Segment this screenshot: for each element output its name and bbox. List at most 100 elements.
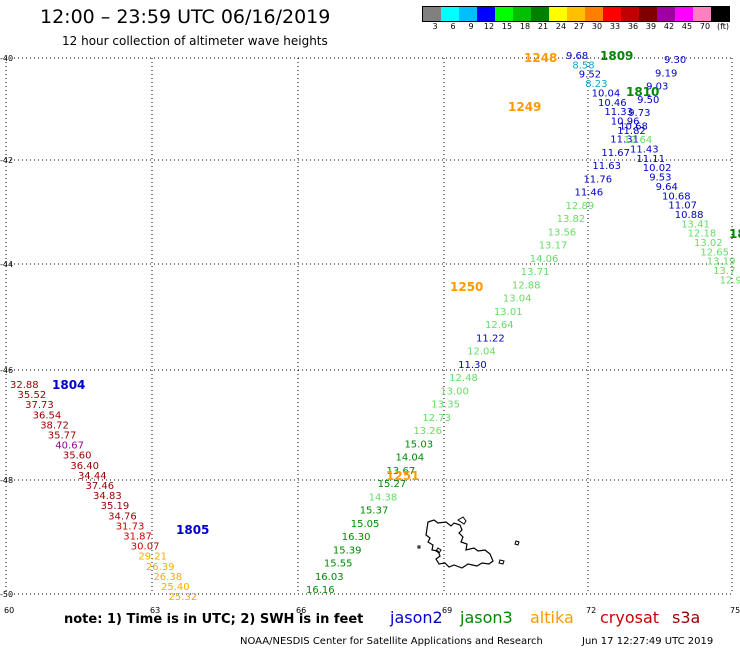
swh-value-track-1250: 11.76	[583, 174, 612, 185]
swh-value-track-1250: 11.30	[458, 360, 487, 371]
swh-value-track-1804: 26.38	[153, 572, 182, 583]
swh-value-track-1250: 15.27	[378, 479, 407, 490]
swh-value-track-1810: 10.96	[611, 116, 640, 127]
swh-value-track-1804: 31.87	[123, 532, 152, 543]
track-id-label: 1248	[524, 51, 557, 65]
scale-label: 21	[537, 22, 549, 31]
swh-value-track-1810: 10.68	[662, 191, 691, 202]
swh-value-track-1804: 26.39	[146, 562, 175, 573]
axis-labels: -40 -42 -44 -46 -48 -50 60 63 66 69 72 75	[0, 54, 740, 615]
swh-value-track-1250: 9.30	[664, 55, 686, 66]
swh-value-track-1250: 15.05	[351, 519, 380, 530]
scale-swatch	[693, 7, 711, 21]
wave-height-color-scale	[422, 6, 730, 22]
swh-value-track-1250: 13.26	[413, 426, 442, 437]
scale-swatch	[675, 7, 693, 21]
scale-label: (ft)	[716, 22, 730, 31]
swh-value-track-1804: 35.52	[18, 390, 47, 401]
altimeter-tracks: 32.8835.5237.7336.5438.7235.7740.6735.60…	[10, 49, 740, 603]
swh-value-track-1804: 35.60	[63, 451, 92, 462]
island-outline	[457, 516, 467, 525]
swh-value-track-1804: 25.40	[161, 582, 190, 593]
scale-label: 6	[450, 22, 456, 31]
latitude-label: -48	[0, 476, 13, 485]
swh-value-track-1810: 13.19	[707, 257, 736, 268]
swh-value-track-1250: 9.73	[628, 108, 650, 119]
legend-item-s3a: s3a	[672, 608, 701, 627]
island-outline	[498, 559, 505, 565]
track-id-label: 1250	[450, 280, 483, 294]
footer-note: note: 1) Time is in UTC; 2) SWH is in fe…	[64, 612, 364, 627]
swh-value-track-1250: 13.35	[431, 400, 460, 411]
swh-value-track-1250: 16.03	[315, 572, 344, 583]
page-subtitle: 12 hour collection of altimeter wave hei…	[62, 34, 328, 48]
swh-value-track-1804: 36.54	[33, 410, 62, 421]
swh-value-track-1250: 12.48	[449, 373, 478, 384]
swh-value-track-1250: 15.39	[333, 545, 362, 556]
scale-swatch	[423, 7, 441, 21]
generation-timestamp: Jun 17 12:27:49 UTC 2019	[582, 636, 714, 647]
swh-value-track-1250: 13.17	[539, 241, 568, 252]
swh-value-track-1250: 15.55	[324, 559, 353, 570]
swh-value-track-1810: 10.02	[643, 163, 672, 174]
swh-value-track-1810: 9.68	[566, 51, 588, 62]
swh-value-track-1250: 11.67	[601, 148, 630, 159]
scale-label: 42	[663, 22, 675, 31]
swh-value-track-1810: 11.11	[636, 154, 665, 165]
scale-label: 30	[591, 22, 603, 31]
swh-value-track-1250: 13.56	[548, 227, 577, 238]
swh-value-track-1804: 35.77	[48, 431, 77, 442]
swh-value-track-1804: 32.88	[10, 380, 39, 391]
latitude-label: -46	[0, 366, 13, 375]
scale-swatch	[531, 7, 549, 21]
swh-value-track-1250: 9.03	[646, 82, 668, 93]
swh-value-track-1250: 16.30	[342, 532, 371, 543]
lat-lon-grid	[5, 57, 733, 595]
credit-line: NOAA/NESDIS Center for Satellite Applica…	[240, 636, 543, 647]
swh-value-track-1810: 13.7	[713, 266, 735, 277]
swh-value-track-1250: 11.46	[575, 188, 604, 199]
swh-value-track-1250: 13.00	[440, 386, 469, 397]
swh-value-track-1810: 10.04	[592, 88, 621, 99]
island-outline	[514, 540, 520, 546]
scale-label: 12	[483, 22, 495, 31]
swh-value-track-1810: 11.33	[604, 107, 633, 118]
swh-value-track-1804: 30.07	[131, 542, 160, 553]
scale-label: 18	[519, 22, 531, 31]
scale-label: 33	[609, 22, 621, 31]
track-id-label: 1810	[626, 85, 659, 99]
swh-value-track-1804: 35.19	[101, 501, 130, 512]
swh-value-track-1250: 11.63	[592, 161, 621, 172]
swh-value-track-1250: 12.89	[566, 201, 595, 212]
scale-swatch	[657, 7, 675, 21]
swh-value-track-1810: 9.52	[579, 70, 601, 81]
swh-value-track-1250: 10.68	[619, 121, 648, 132]
swh-value-track-1804: 36.40	[70, 461, 99, 472]
track-id-label: 1805	[176, 523, 209, 537]
longitude-label: 69	[442, 606, 452, 615]
longitude-label: 63	[150, 606, 160, 615]
swh-value-track-1250: 13.04	[503, 294, 532, 305]
latitude-label: -44	[0, 260, 13, 269]
scale-swatch	[711, 7, 729, 21]
swh-value-track-1250: 12.73	[422, 413, 451, 424]
swh-value-track-1250: 12.88	[512, 280, 541, 291]
scale-swatch	[585, 7, 603, 21]
swh-value-track-1810: 9.53	[649, 173, 671, 184]
scale-swatch	[477, 7, 495, 21]
legend-item-jason2: jason2	[390, 608, 443, 627]
scale-label: 45	[681, 22, 693, 31]
scale-label: 3	[432, 22, 438, 31]
swh-value-track-1810: 13.02	[694, 238, 723, 249]
swh-value-track-1810: 11.82	[617, 126, 646, 137]
kerguelen-islands	[417, 516, 520, 569]
island-outline	[435, 547, 442, 554]
swh-value-track-1810: 12.65	[700, 247, 729, 258]
swh-value-track-1250: 14.04	[396, 453, 425, 464]
scale-label: 39	[645, 22, 657, 31]
swh-value-track-1250: 14.06	[530, 254, 559, 265]
swh-value-track-1804: 38.72	[40, 420, 69, 431]
scale-label: 27	[573, 22, 585, 31]
scale-swatch	[621, 7, 639, 21]
